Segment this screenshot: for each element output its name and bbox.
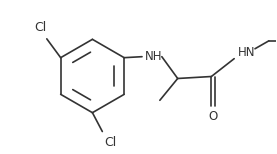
Text: Cl: Cl xyxy=(35,21,47,34)
Text: O: O xyxy=(209,110,218,123)
Text: Cl: Cl xyxy=(104,136,116,149)
Text: NH: NH xyxy=(145,50,163,63)
Text: HN: HN xyxy=(238,46,256,59)
